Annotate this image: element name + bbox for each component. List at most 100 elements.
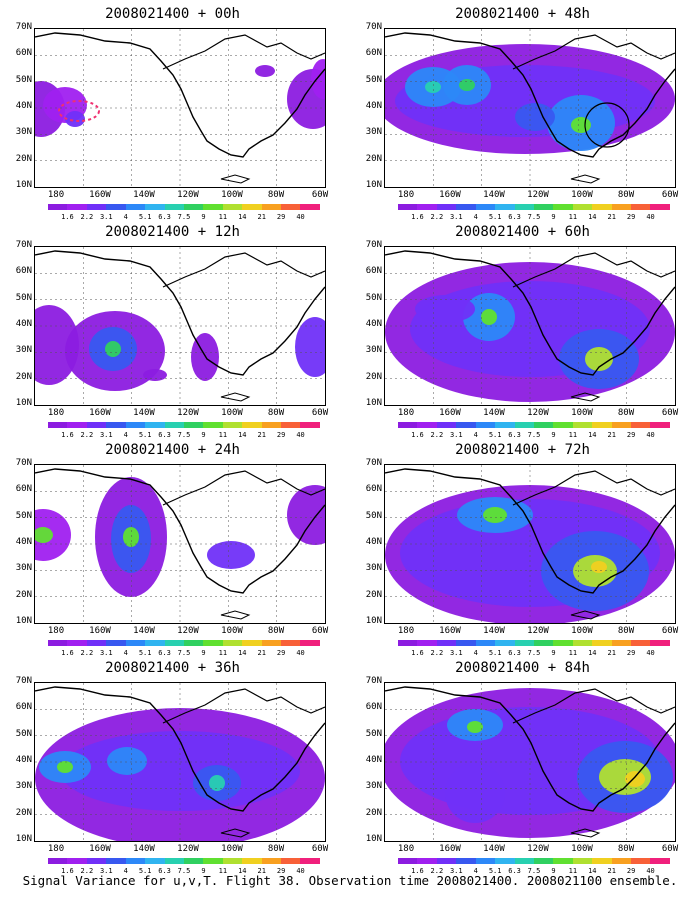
lat-tick-label: 20N [365,153,382,164]
colorbar-swatch [553,204,573,210]
colorbar [48,204,320,210]
lat-tick-label: 30N [365,345,382,356]
colorbar-swatch [631,422,651,428]
lat-tick-label: 20N [15,807,32,818]
colorbar-swatch [631,204,651,210]
lon-tick-label: 160W [89,626,111,636]
colorbar-label: 29 [276,867,286,875]
colorbar-label: 1.6 [411,649,424,657]
colorbar [398,858,670,864]
variance-contour [123,527,139,547]
lon-tick-label: 180 [47,190,65,200]
lon-tick-label: 180 [397,626,415,636]
colorbar-swatch [514,204,534,210]
lon-tick-label: 80W [617,190,635,200]
colorbar-label: 6.3 [508,213,521,221]
colorbar-swatch [398,204,418,210]
colorbar-label: 5.1 [138,867,152,875]
lon-tick-label: 60W [311,844,329,854]
lat-tick-label: 70N [365,240,382,250]
colorbar-label: 2.2 [430,649,444,657]
colorbar-swatch [48,640,68,646]
coastline [35,468,325,594]
colorbar [398,422,670,428]
lat-tick-label: 10N [365,834,382,844]
colorbar-swatch [48,422,68,428]
colorbar-swatch [631,858,651,864]
colorbar-swatch [145,204,165,210]
lon-tick-label: 120W [527,190,549,200]
variance-contour [295,317,325,377]
lon-tick-label: 60W [311,190,329,200]
colorbar-label: 2.2 [430,213,444,221]
variance-contour [287,485,325,545]
lat-tick-label: 30N [365,781,382,792]
colorbar-swatch [48,204,68,210]
colorbar-label: 9 [201,213,206,221]
colorbar-label: 29 [276,431,286,439]
colorbar-swatch [650,204,670,210]
map-area [384,464,676,624]
colorbar-swatch [183,640,204,646]
colorbar-label: 7.5 [527,213,541,221]
coastline [35,32,325,158]
lat-tick-label: 60N [15,484,32,495]
lat-tick-label: 70N [365,676,382,686]
variance-contour [35,305,79,385]
variance-contour [107,747,147,775]
colorbar-label: 21 [607,867,616,875]
colorbar-label: 7.5 [527,649,541,657]
colorbar-swatch [164,204,184,210]
lon-tick-label: 60W [661,844,679,854]
coastline [162,34,325,70]
observation-marker [584,102,630,148]
lat-tick-label: 30N [15,345,32,356]
colorbar-swatch [261,204,282,210]
lon-tick-label: 60W [661,190,679,200]
colorbar-swatch [611,858,632,864]
variance-contour [65,111,85,127]
colorbar-swatch [592,204,612,210]
lat-tick-label: 30N [15,781,32,792]
lon-tick-label: 100W [571,190,593,200]
colorbar-label: 29 [626,213,636,221]
lat-tick-label: 60N [15,266,32,277]
lat-tick-label: 20N [15,371,32,382]
colorbar-swatch [106,858,126,864]
colorbar-label: 9 [551,213,556,221]
map-area [384,246,676,406]
colorbar-label: 6.3 [158,213,171,221]
colorbar-swatch [611,204,632,210]
colorbar-swatch [222,640,243,646]
colorbar-swatch [495,204,515,210]
coastline [162,470,325,506]
variance-contour [481,309,497,325]
coastline [385,250,675,376]
colorbar-swatch [183,422,204,428]
lon-tick-label: 120W [177,408,199,418]
colorbar-label: 1.6 [411,431,424,439]
variance-contour [209,775,225,791]
lat-tick-label: 60N [15,702,32,713]
lat-tick-label: 10N [365,180,382,190]
colorbar-label: 14 [588,213,597,221]
colorbar-label: 5.1 [488,431,502,439]
map-area [34,464,326,624]
colorbar-label: 5.1 [138,649,152,657]
coastline [35,686,325,812]
colorbar-swatch [436,640,457,646]
colorbar-swatch [650,640,670,646]
colorbar-swatch [203,422,223,428]
colorbar-swatch [300,204,320,210]
colorbar-swatch [592,858,612,864]
colorbar-label: 40 [296,649,305,657]
colorbar-label: 1.6 [61,213,74,221]
colorbar-label: 14 [588,431,597,439]
lat-tick-label: 50N [365,728,382,739]
lat-tick-label: 70N [15,22,32,32]
colorbar-label: 6.3 [508,867,521,875]
lat-tick-label: 70N [15,458,32,468]
lat-tick-label: 50N [365,510,382,521]
colorbar-label: 14 [588,649,597,657]
panel-title: 2008021400 + 72h [455,442,590,458]
